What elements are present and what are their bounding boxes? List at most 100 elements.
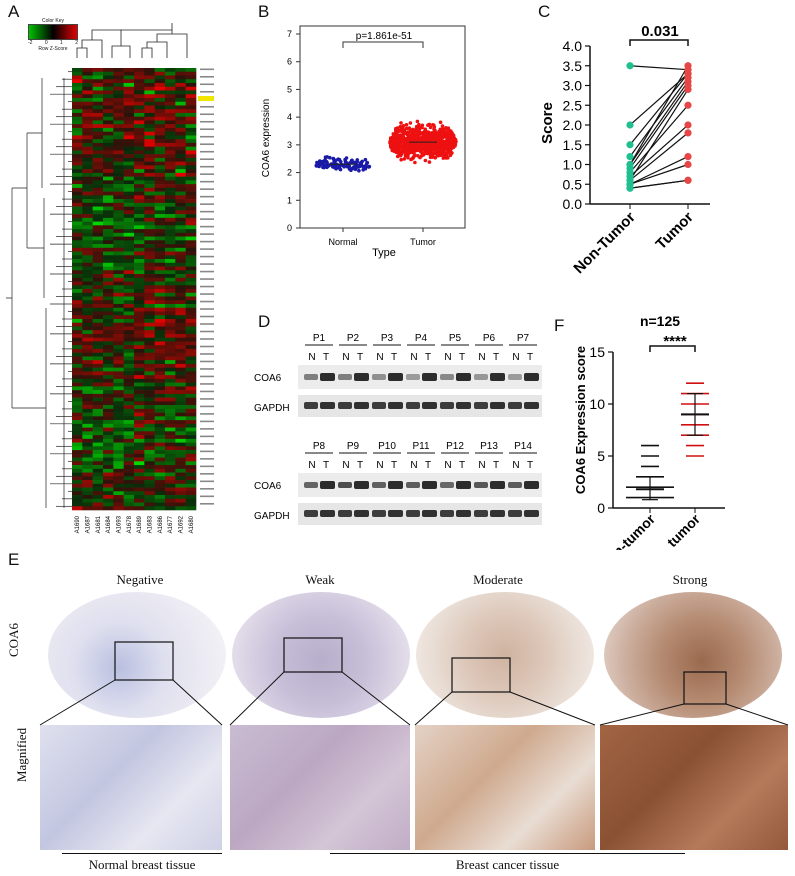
heatmap-cell bbox=[103, 292, 114, 297]
heatmap-cell bbox=[134, 465, 145, 470]
blot-band-coa6-n bbox=[508, 374, 522, 380]
heatmap-cell bbox=[72, 506, 83, 511]
heatmap-cell bbox=[175, 382, 186, 387]
heatmap-cell bbox=[165, 453, 176, 458]
heatmap-cell bbox=[134, 210, 145, 215]
heatmap-cell bbox=[144, 94, 155, 99]
blot-patient-label: P14 bbox=[514, 441, 532, 452]
heatmap-cell bbox=[103, 86, 114, 91]
heatmap-cell bbox=[175, 240, 186, 245]
heatmap-cell bbox=[92, 139, 104, 144]
heatmap-cell bbox=[134, 420, 145, 425]
heatmap-cell bbox=[144, 97, 155, 103]
heatmap-cell bbox=[92, 435, 104, 440]
heatmap-cell bbox=[185, 322, 197, 327]
heatmap-cell bbox=[185, 397, 197, 402]
heatmap-cell bbox=[154, 274, 166, 279]
heatmap-cell bbox=[144, 502, 155, 507]
heatmap-cell bbox=[165, 206, 176, 211]
heatmap-cell bbox=[82, 371, 93, 376]
heatmap-cell bbox=[82, 483, 93, 488]
heatmap-cell bbox=[154, 184, 166, 189]
heatmap-cell bbox=[175, 502, 186, 507]
heatmap-cell bbox=[72, 405, 83, 410]
blot-patient-label: P7 bbox=[517, 333, 530, 344]
panel-label-a: A bbox=[8, 2, 20, 21]
blot-label-gapdh: GAPDH bbox=[254, 403, 290, 414]
ihc-magnified-moderate bbox=[415, 725, 595, 850]
b-point bbox=[388, 139, 392, 144]
heatmap-cell bbox=[123, 476, 135, 481]
heatmap-cell bbox=[185, 465, 197, 470]
heatmap-cell bbox=[185, 206, 197, 211]
heatmap-cell bbox=[92, 341, 104, 346]
heatmap-cell bbox=[113, 202, 124, 207]
heatmap-cell bbox=[165, 281, 176, 286]
b-point bbox=[353, 167, 358, 172]
heatmap-cell bbox=[123, 244, 135, 249]
heatmap-cell bbox=[72, 206, 83, 211]
column-label: A1693 bbox=[117, 515, 123, 533]
heatmap-cell bbox=[165, 401, 176, 406]
heatmap-cell bbox=[175, 221, 186, 226]
heatmap-cell bbox=[72, 150, 83, 155]
heatmap-cell bbox=[103, 154, 114, 159]
heatmap-cell bbox=[165, 236, 176, 241]
heatmap-cell bbox=[144, 214, 155, 219]
blot-band-gapdh-n bbox=[372, 402, 386, 409]
c-y-tick-label: 2.5 bbox=[563, 97, 583, 113]
heatmap-cell bbox=[103, 202, 114, 207]
heatmap-cell bbox=[144, 172, 155, 177]
heatmap-cell bbox=[72, 412, 83, 417]
heatmap-cell bbox=[113, 127, 124, 132]
heatmap-cell bbox=[165, 259, 176, 264]
heatmap-cell bbox=[103, 210, 114, 215]
heatmap-cell bbox=[154, 315, 166, 320]
heatmap-cell bbox=[103, 356, 114, 361]
heatmap-cell bbox=[144, 202, 155, 207]
heatmap-cell bbox=[113, 289, 124, 294]
blot-lane-t: T bbox=[527, 460, 533, 471]
heatmap-cell bbox=[144, 341, 155, 346]
heatmap-cell bbox=[113, 457, 124, 462]
heatmap-cell bbox=[72, 187, 83, 192]
heatmap-cell bbox=[165, 82, 176, 88]
b-point bbox=[428, 132, 432, 137]
heatmap-cell bbox=[134, 281, 145, 286]
heatmap-cell bbox=[165, 382, 176, 387]
heatmap-cell bbox=[185, 408, 197, 413]
heatmap-cell bbox=[175, 431, 186, 436]
c-pair-line bbox=[629, 156, 689, 185]
heatmap-cell bbox=[82, 461, 93, 466]
b-point bbox=[334, 158, 338, 163]
b-point bbox=[348, 160, 353, 165]
heatmap-cell bbox=[154, 367, 166, 372]
heatmap-cell bbox=[92, 199, 104, 204]
heatmap-cell bbox=[175, 330, 186, 335]
heatmap-cell bbox=[185, 420, 197, 425]
heatmap-cell bbox=[103, 172, 114, 177]
heatmap-cell bbox=[165, 217, 176, 222]
c-pair-line bbox=[629, 65, 689, 165]
blot-band-coa6-t bbox=[456, 373, 471, 381]
b-point bbox=[435, 132, 440, 137]
heatmap-cell bbox=[185, 289, 197, 294]
c-point-nontumor bbox=[626, 184, 634, 192]
heatmap-cell bbox=[103, 401, 114, 406]
heatmap-cell bbox=[165, 187, 176, 192]
b-y-tick-label: 5 bbox=[287, 84, 292, 94]
b-point bbox=[402, 157, 407, 161]
ihc-magnified-strong bbox=[600, 725, 788, 850]
heatmap-cell bbox=[134, 393, 145, 398]
c-point-tumor bbox=[684, 85, 692, 94]
heatmap-cell bbox=[113, 330, 124, 335]
ihc-footer-normal: Normal breast tissue bbox=[88, 857, 196, 872]
b-y-axis-label: COA6 expression bbox=[261, 99, 272, 177]
b-point bbox=[407, 133, 412, 137]
heatmap-cell bbox=[175, 450, 186, 455]
heatmap-cell bbox=[72, 262, 83, 267]
heatmap-cell bbox=[144, 255, 155, 260]
blot-lane-t: T bbox=[527, 352, 533, 363]
heatmap-cell bbox=[175, 131, 186, 136]
